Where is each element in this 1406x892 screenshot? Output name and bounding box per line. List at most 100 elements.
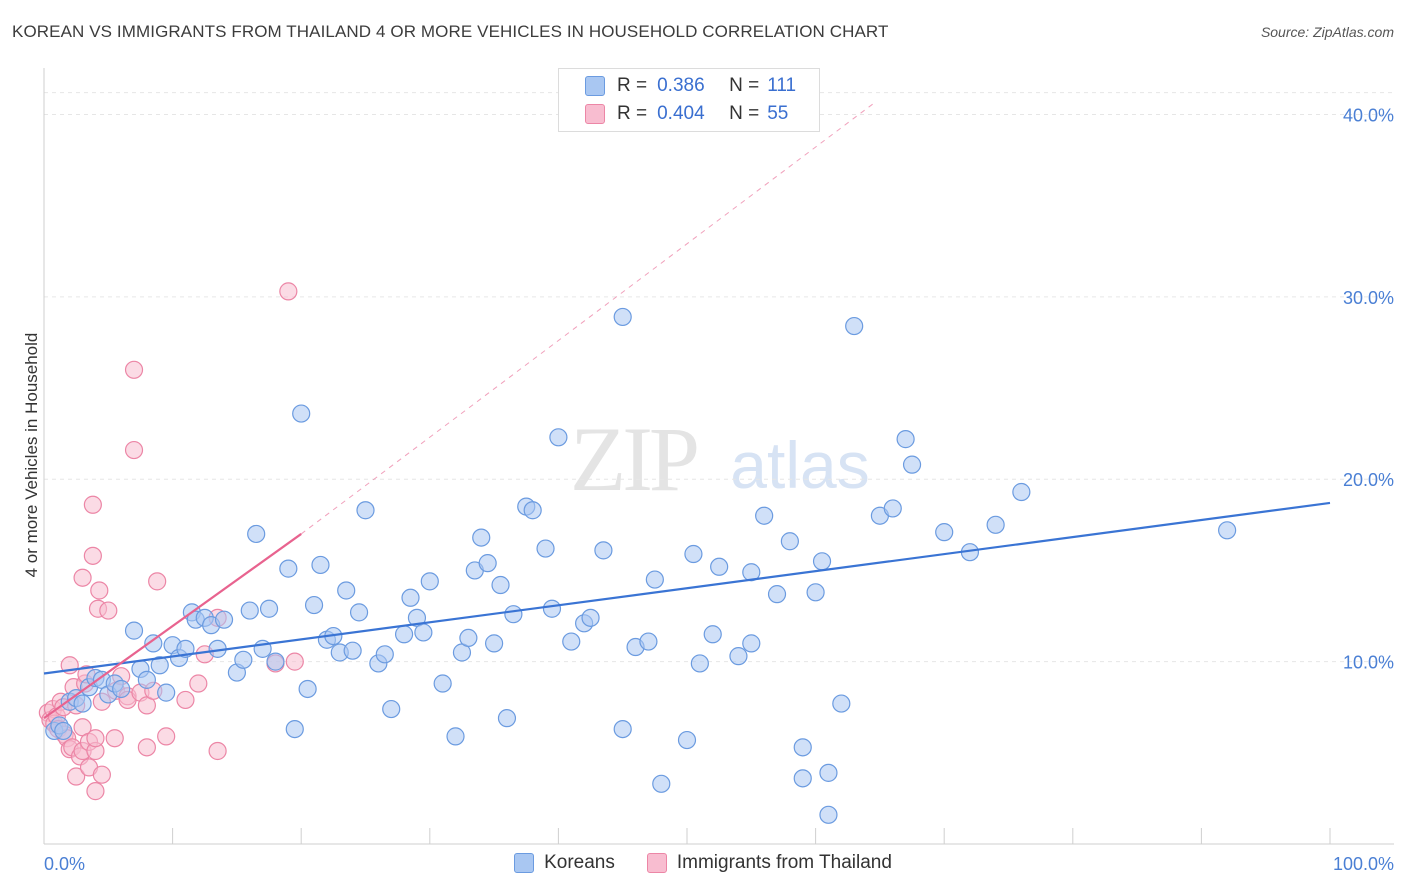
thai-point-42: [137, 738, 156, 757]
korean-point-64: [497, 709, 517, 728]
chart-title: KOREAN VS IMMIGRANTS FROM THAILAND 4 OR …: [12, 22, 889, 41]
korean-point-86: [729, 647, 748, 666]
korean-point-74: [594, 541, 613, 560]
legend-r-label: R =: [617, 75, 648, 96]
trend-line-1: [43, 533, 302, 720]
trend-lines: [43, 103, 1331, 720]
series-label-thailand: Immigrants from Thailand: [676, 852, 892, 873]
korean-point-106: [986, 515, 1005, 534]
y-tick-label-2: 30.0%: [1343, 288, 1394, 308]
korean-point-11: [112, 679, 131, 699]
legend-n-value: 111: [767, 75, 797, 96]
korean-point-58: [459, 628, 478, 648]
korean-point-85: [710, 557, 729, 576]
korean-point-63: [491, 575, 510, 595]
korean-point-49: [382, 699, 401, 719]
korean-point-50: [394, 625, 414, 644]
thai-point-17: [73, 568, 92, 587]
x-tick-label-min: 0.0%: [44, 854, 85, 874]
korean-point-51: [401, 588, 420, 607]
korean-point-28: [234, 650, 253, 669]
thai-point-32: [92, 765, 111, 784]
legend-n-label: N =: [729, 75, 760, 96]
korean-point-34: [279, 559, 298, 578]
thai-point-45: [148, 572, 167, 591]
legend-swatch-koreans: [585, 76, 605, 96]
grid-lines: [44, 92, 1394, 663]
korean-point-78: [639, 632, 658, 651]
korean-point-65: [504, 605, 523, 624]
thai-point-53: [279, 282, 298, 301]
korean-point-108: [1218, 521, 1237, 540]
korean-point-98: [832, 694, 851, 713]
korean-point-101: [883, 499, 902, 518]
legend-r-value: 0.404: [657, 103, 705, 124]
y-tick-labels: 10.0% 20.0% 30.0% 40.0%: [1343, 105, 1394, 672]
thai-point-25: [83, 546, 102, 565]
series-legend-thailand: Immigrants from Thailand: [646, 852, 892, 874]
korean-point-38: [304, 595, 324, 615]
korean-point-48: [375, 645, 394, 664]
korean-point-69: [542, 599, 562, 618]
korean-point-92: [793, 738, 812, 757]
thai-point-47: [176, 690, 195, 710]
korean-point-17: [157, 683, 176, 702]
korean-point-15: [144, 634, 163, 653]
series-swatch-thailand: [646, 853, 667, 873]
korean-point-46: [356, 501, 375, 520]
korean-point-79: [645, 570, 664, 589]
korean-point-99: [845, 316, 864, 336]
thai-point-26: [86, 782, 105, 801]
korean-points: [45, 307, 1237, 824]
korean-point-36: [292, 404, 311, 423]
korean-point-71: [562, 632, 581, 651]
korean-point-83: [690, 654, 709, 673]
korean-point-91: [780, 532, 799, 551]
korean-point-68: [536, 539, 555, 558]
korean-point-87: [742, 634, 761, 653]
korean-point-102: [896, 430, 915, 449]
thai-points: [38, 282, 304, 801]
korean-point-95: [812, 552, 832, 571]
korean-point-32: [259, 599, 279, 618]
series-swatch-koreans: [514, 853, 535, 873]
watermark-zip: ZIP: [570, 408, 697, 510]
korean-point-54: [420, 572, 439, 591]
korean-point-89: [755, 506, 774, 525]
thai-point-39: [124, 360, 144, 379]
watermark-atlas: atlas: [730, 428, 869, 502]
thai-point-24: [83, 495, 102, 514]
korean-point-107: [1012, 482, 1031, 502]
thai-point-40: [124, 440, 144, 460]
korean-point-39: [311, 555, 330, 575]
korean-point-62: [485, 634, 504, 653]
korean-point-76: [613, 307, 632, 327]
korean-point-84: [703, 625, 722, 644]
korean-point-75: [613, 719, 632, 739]
korean-point-82: [684, 544, 703, 564]
thai-point-54: [285, 652, 304, 671]
y-tick-label-3: 40.0%: [1343, 105, 1394, 125]
correlation-legend: R = 0.386 N = 111 R = 0.404 N = 55: [558, 68, 820, 132]
korean-point-93: [793, 769, 812, 788]
korean-point-44: [343, 641, 362, 660]
korean-point-104: [935, 523, 954, 542]
thai-point-34: [105, 729, 124, 748]
axes: [43, 68, 1394, 845]
korean-point-61: [478, 554, 497, 573]
legend-n-value: 55: [767, 103, 789, 124]
korean-point-53: [414, 623, 433, 642]
legend-r-value: 0.386: [657, 75, 705, 96]
korean-point-37: [298, 679, 317, 699]
y-tick-label-0: 10.0%: [1343, 653, 1394, 673]
legend-n-label: N =: [729, 103, 760, 124]
korean-point-43: [337, 581, 356, 600]
y-tick-label-1: 20.0%: [1343, 470, 1394, 490]
korean-point-80: [652, 774, 671, 793]
legend-row-koreans: R = 0.386 N = 111: [585, 74, 796, 98]
legend-row-thailand: R = 0.404 N = 55: [585, 102, 788, 126]
x-tick-label-max: 100.0%: [1333, 854, 1394, 874]
source-credit: Source: ZipAtlas.com: [1260, 24, 1394, 40]
korean-point-67: [523, 501, 542, 520]
